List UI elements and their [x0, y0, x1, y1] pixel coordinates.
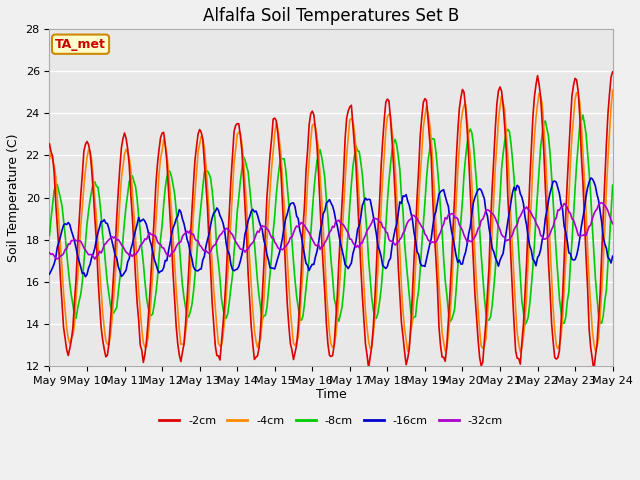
X-axis label: Time: Time: [316, 388, 346, 401]
Title: Alfalfa Soil Temperatures Set B: Alfalfa Soil Temperatures Set B: [203, 7, 459, 25]
Legend: -2cm, -4cm, -8cm, -16cm, -32cm: -2cm, -4cm, -8cm, -16cm, -32cm: [155, 412, 507, 431]
Y-axis label: Soil Temperature (C): Soil Temperature (C): [7, 133, 20, 262]
Text: TA_met: TA_met: [55, 38, 106, 51]
